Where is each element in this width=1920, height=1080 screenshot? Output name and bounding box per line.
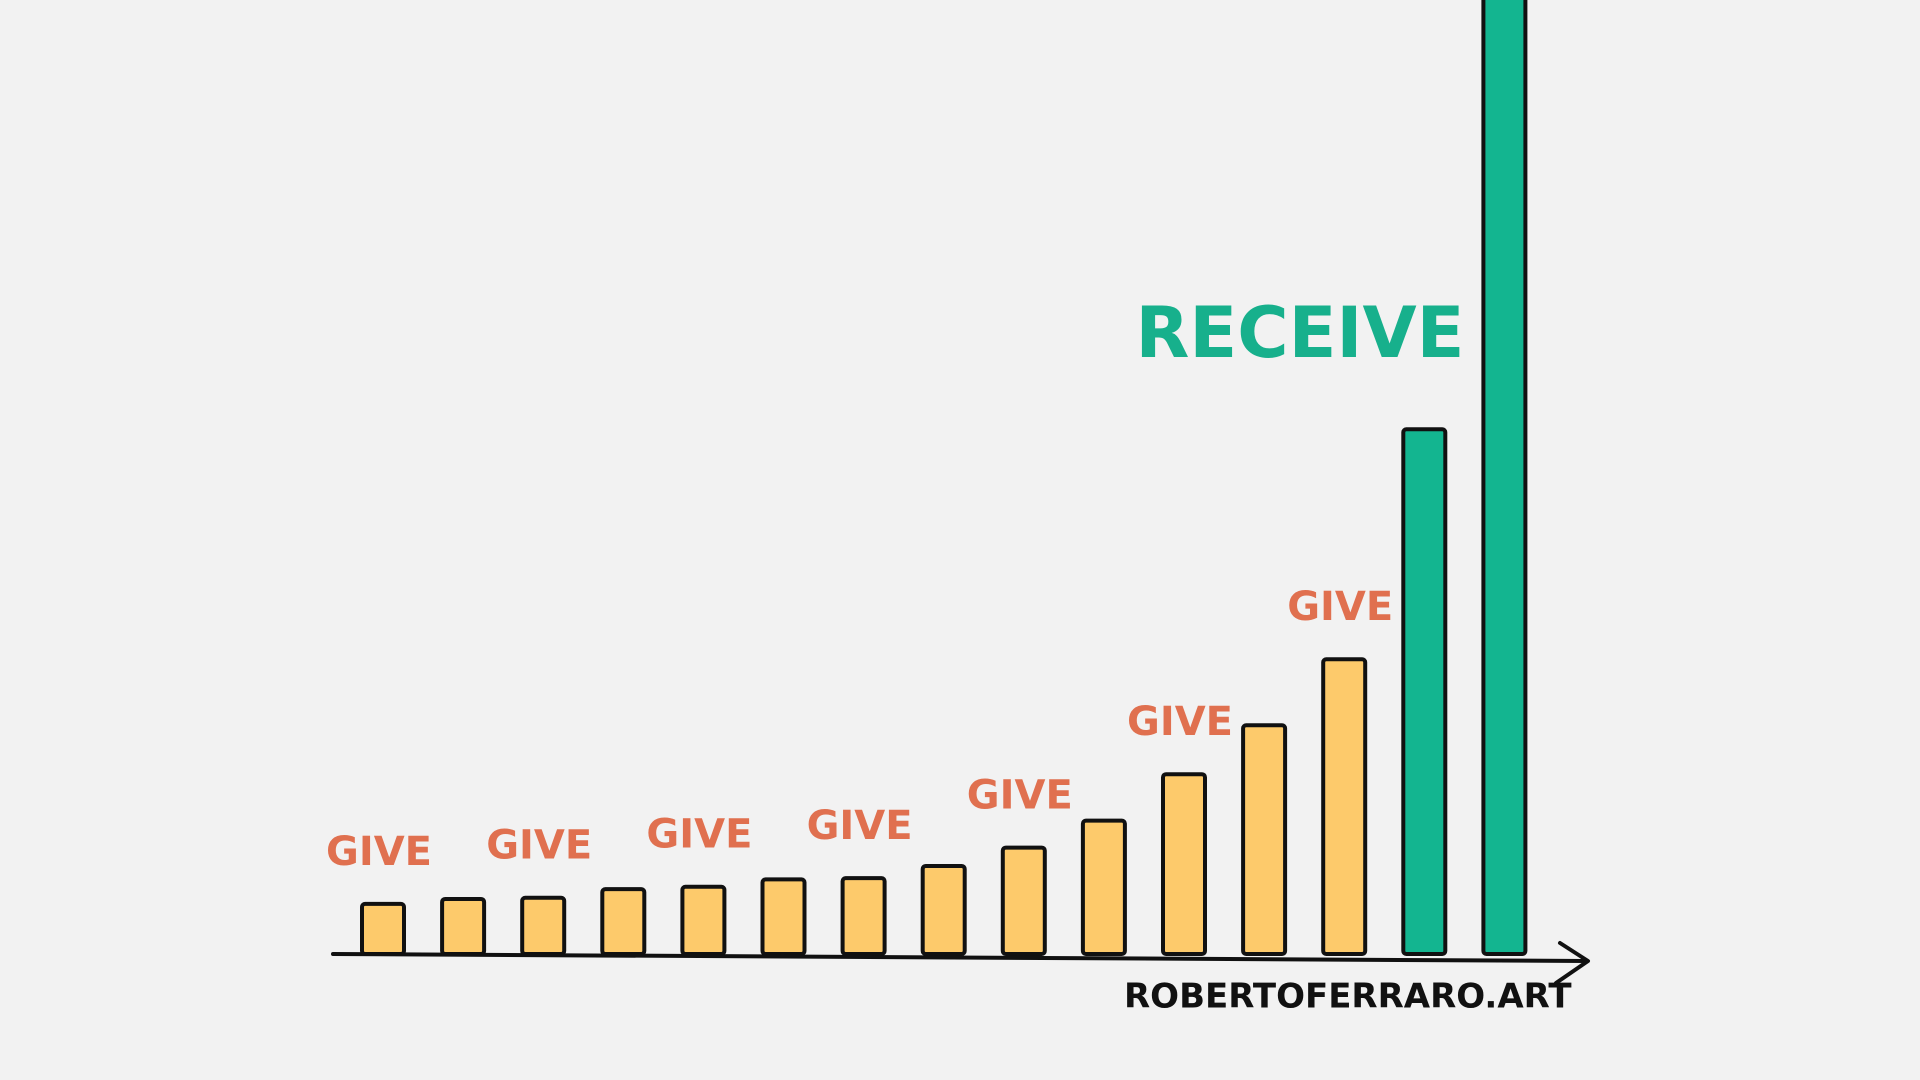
- bar-label: GIVE: [326, 829, 432, 875]
- bar-label: GIVE: [1127, 699, 1233, 745]
- bar: [1080, 818, 1127, 957]
- bar: [760, 877, 807, 957]
- bar: [1321, 657, 1368, 956]
- bar-label: GIVE: [1287, 584, 1393, 630]
- bar: [680, 884, 727, 957]
- bar: [920, 863, 967, 957]
- bar-label: GIVE: [486, 823, 592, 869]
- bar: [1401, 427, 1448, 956]
- bar-label: GIVE: [646, 812, 752, 858]
- bar: [520, 895, 567, 957]
- bar: [840, 876, 887, 957]
- credit: ROBERTOFERRARO.ART: [1124, 977, 1572, 1017]
- bar: [1161, 772, 1207, 957]
- bar: [1481, 0, 1528, 956]
- bar: [440, 896, 487, 957]
- bar: [1000, 845, 1047, 956]
- bar: [360, 901, 406, 956]
- x-axis: [331, 941, 1590, 985]
- bar-label: GIVE: [967, 773, 1073, 819]
- bar-label: GIVE: [807, 803, 913, 849]
- bar: [1241, 723, 1288, 956]
- bar: [600, 887, 647, 957]
- annotation: RECEIVE: [1136, 292, 1465, 374]
